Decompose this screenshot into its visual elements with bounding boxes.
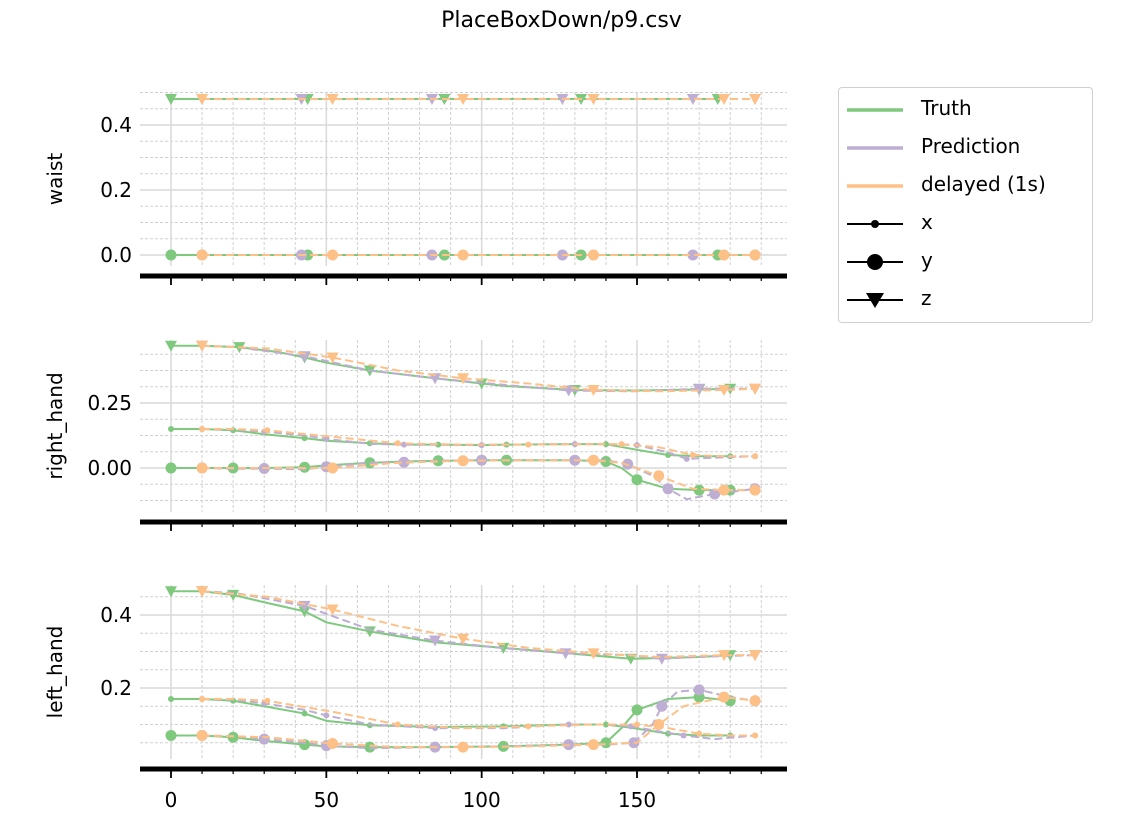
y-axis-label: waist xyxy=(43,153,67,206)
legend-item-delayed: delayed (1s) xyxy=(839,170,1092,200)
y-tick-label: 0.00 xyxy=(87,456,132,480)
series-delayed-z xyxy=(196,94,762,105)
x-tick-label: 150 xyxy=(618,788,656,812)
legend: Truth Prediction delayed (1s) x y z xyxy=(838,87,1093,323)
series-delayed-y xyxy=(196,249,761,261)
y-axis-label: right_hand xyxy=(43,372,67,479)
legend-line-prediction-icon xyxy=(847,146,903,150)
legend-line-delayed-icon xyxy=(847,184,903,188)
x-tick-label: 100 xyxy=(463,788,501,812)
x-tick-label: 50 xyxy=(314,788,339,812)
legend-item-prediction: Prediction xyxy=(839,132,1092,162)
series-delayed-x xyxy=(199,695,759,739)
series-prediction-z xyxy=(196,586,762,665)
legend-label: delayed (1s) xyxy=(921,172,1046,196)
legend-label: Truth xyxy=(921,96,972,120)
subplot-waist: 0.0 0.2 0.4 waist xyxy=(43,92,787,285)
big-dot-marker-icon xyxy=(847,254,903,270)
small-dot-marker-icon xyxy=(847,220,903,228)
legend-label: Prediction xyxy=(921,134,1021,158)
legend-label: y xyxy=(921,248,933,272)
y-tick-label: 0.0 xyxy=(100,243,132,267)
legend-item-y: y xyxy=(839,246,1092,276)
series-prediction-x xyxy=(199,695,759,741)
subplot-right_hand: 0.00 0.25 right_hand xyxy=(43,340,787,531)
x-tick-label: 0 xyxy=(165,788,178,812)
series-delayed-y xyxy=(196,691,761,753)
legend-label: x xyxy=(921,210,933,234)
legend-item-truth: Truth xyxy=(839,94,1092,124)
chart-title: PlaceBoxDown/p9.csv xyxy=(441,8,682,33)
y-tick-label: 0.2 xyxy=(100,676,132,700)
series-prediction-z xyxy=(196,340,762,397)
y-tick-label: 0.4 xyxy=(100,113,132,137)
triangle-down-marker-icon xyxy=(847,293,903,308)
legend-line-truth-icon xyxy=(847,108,903,112)
series-delayed-x xyxy=(199,426,759,460)
series-delayed-z xyxy=(196,586,762,662)
legend-item-x: x xyxy=(839,208,1092,238)
y-tick-label: 0.2 xyxy=(100,178,132,202)
series-delayed-y xyxy=(196,454,761,496)
y-tick-label: 0.4 xyxy=(100,603,132,627)
series-delayed-z xyxy=(196,340,762,396)
legend-label: z xyxy=(921,286,932,310)
legend-item-z: z xyxy=(839,284,1092,314)
y-tick-label: 0.25 xyxy=(87,391,132,415)
subplot-left_hand: 0.2 0.4 left_hand 0 50 100 150 xyxy=(43,585,787,812)
y-axis-label: left_hand xyxy=(43,626,67,719)
